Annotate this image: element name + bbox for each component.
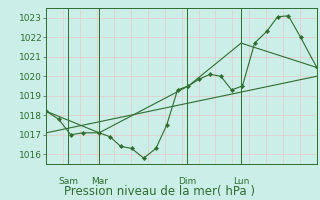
Text: Lun: Lun: [233, 177, 249, 186]
Text: Dim: Dim: [178, 177, 196, 186]
Text: Mar: Mar: [91, 177, 108, 186]
Text: Sam: Sam: [58, 177, 78, 186]
Text: Pression niveau de la mer( hPa ): Pression niveau de la mer( hPa ): [65, 185, 255, 198]
